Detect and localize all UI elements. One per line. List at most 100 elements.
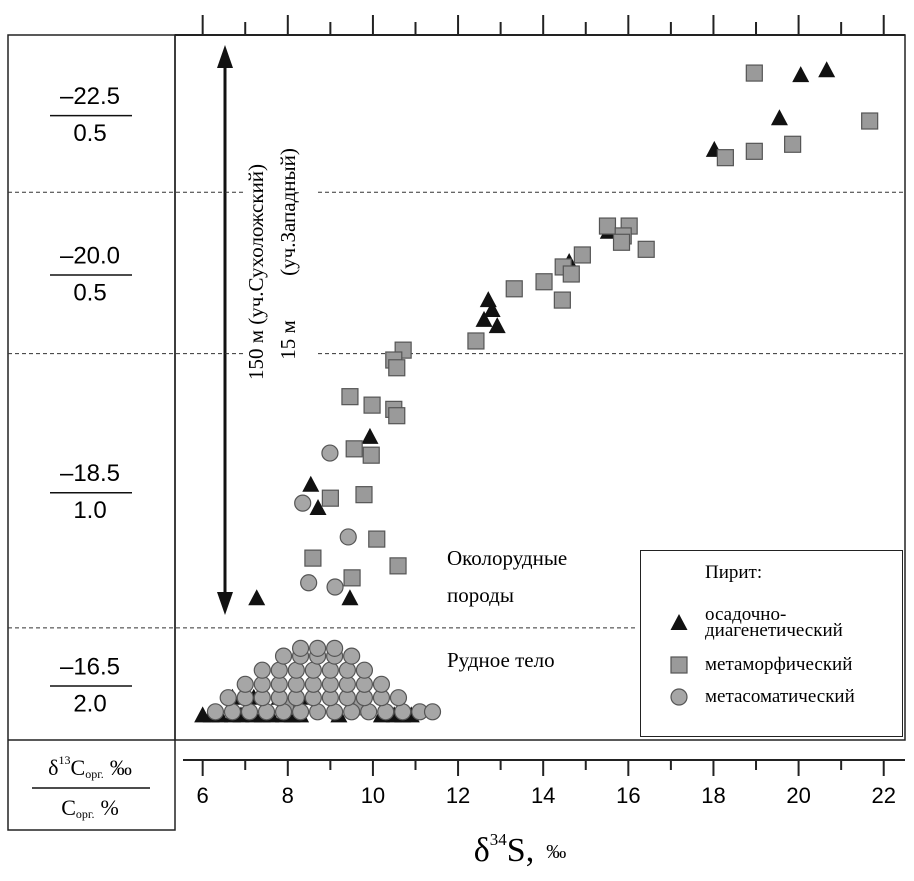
circle-marker (308, 639, 327, 657)
x-tick-label: 22 (871, 783, 895, 808)
x-tick-label: 6 (197, 783, 209, 808)
legend-icon (670, 614, 688, 630)
square-marker (535, 273, 553, 291)
annotation: Рудное тело (447, 648, 555, 672)
circle-marker (343, 703, 361, 721)
square-marker (355, 486, 373, 504)
x-tick-label: 16 (616, 783, 640, 808)
x-label-part: δ (474, 832, 490, 869)
triangle-marker (483, 300, 501, 317)
header-part: C (61, 795, 76, 820)
circle-marker (257, 703, 276, 721)
arrow-label: (уч.Западный) (276, 148, 300, 276)
legend-label: метасоматический (705, 686, 855, 707)
circle-marker (253, 661, 271, 679)
x-label-part: S, (507, 832, 534, 869)
x-tick-label: 10 (361, 783, 385, 808)
left-header: Cорг.% (61, 795, 119, 821)
circle-marker (389, 689, 408, 707)
circle-marker (326, 639, 344, 657)
zone-numerator: –16.5 (60, 653, 120, 680)
zone-denominator: 0.5 (73, 279, 106, 306)
circle-marker (372, 675, 391, 693)
triangle-marker (309, 499, 327, 516)
square-marker (745, 142, 763, 160)
arrow-label: 150 м (уч.Сухоложский) (244, 164, 268, 380)
square-marker (716, 149, 734, 167)
square-marker (363, 396, 381, 414)
square-marker (637, 240, 655, 258)
legend-title: Пирит: (705, 562, 763, 583)
square-marker (573, 246, 591, 264)
square-marker (368, 530, 386, 548)
circle-marker (219, 689, 237, 707)
circle-marker (304, 661, 322, 679)
circle-marker (338, 661, 356, 679)
arrow-head (217, 592, 233, 615)
circle-marker (270, 661, 288, 679)
triangle-marker (479, 291, 497, 308)
annotation: породы (447, 583, 514, 607)
square-marker (562, 265, 580, 283)
triangle-marker (475, 310, 493, 327)
triangle-marker (770, 109, 788, 126)
zone-denominator: 1.0 (73, 497, 106, 524)
x-label-part: 34 (490, 830, 508, 849)
header-part: C (71, 755, 86, 780)
legend-icon (670, 688, 688, 706)
circle-marker (343, 647, 361, 665)
triangle-marker (302, 475, 320, 492)
zone-numerator: –20.0 (60, 242, 120, 269)
circle-marker (321, 661, 339, 679)
circle-marker (223, 703, 242, 721)
zone-denominator: 2.0 (73, 690, 106, 717)
triangle-marker (361, 427, 379, 444)
arrow-head (217, 45, 233, 68)
square-marker (388, 407, 406, 425)
circle-marker (236, 675, 254, 693)
square-marker (784, 135, 802, 153)
x-tick-label: 12 (446, 783, 470, 808)
triangle-marker (670, 614, 688, 630)
square-marker (745, 64, 763, 82)
square-marker (343, 569, 361, 587)
legend: Пирит: осадочно- диагенетический метаморф… (640, 550, 903, 737)
circle-marker (206, 703, 225, 721)
x-axis-label: δ34S, ‰ (474, 830, 566, 869)
circle-marker (300, 574, 318, 592)
square-marker (345, 440, 363, 458)
circle-marker (291, 703, 310, 721)
circle-marker (339, 528, 357, 546)
square-marker (861, 112, 879, 130)
header-part: 13 (59, 753, 71, 767)
square-marker (341, 388, 359, 406)
legend-icon (670, 656, 688, 674)
square-marker (304, 549, 322, 567)
circle-marker (355, 661, 374, 679)
circle-marker (423, 703, 442, 721)
circle-marker (287, 661, 305, 679)
square-marker (362, 446, 380, 464)
header-part: ‰ (110, 755, 132, 780)
circle-marker (326, 703, 344, 721)
circle-marker (274, 703, 293, 721)
triangle-marker (488, 317, 506, 334)
circle-marker (670, 688, 688, 706)
circle-marker (326, 578, 344, 596)
circle-marker (274, 647, 293, 665)
square-marker (467, 332, 485, 350)
triangle-marker (341, 589, 359, 606)
square-marker (505, 280, 523, 298)
square-marker (598, 217, 617, 235)
x-tick-label: 20 (786, 783, 810, 808)
circle-marker (394, 703, 412, 721)
square-marker (670, 656, 688, 674)
circle-marker (308, 703, 327, 721)
legend-label: метаморфический (705, 654, 853, 675)
square-marker (612, 233, 631, 251)
header-part: орг. (85, 767, 104, 781)
square-marker (321, 489, 339, 507)
circle-marker (294, 494, 312, 512)
